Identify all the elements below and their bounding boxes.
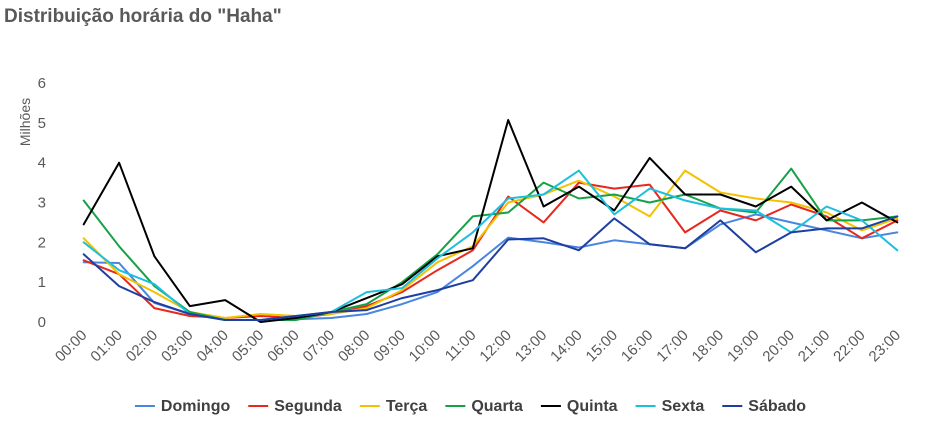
series-line-sábado <box>82 215 899 321</box>
x-tick-label: 20:00 <box>759 327 798 366</box>
series-lines <box>82 119 899 323</box>
legend-label: Quarta <box>471 398 523 415</box>
legend-label: Sábado <box>748 398 806 415</box>
x-tick-label: 13:00 <box>512 327 551 366</box>
x-tick-label: 12:00 <box>476 327 515 366</box>
y-tick-label: 1 <box>38 274 46 291</box>
legend-label: Sexta <box>662 398 705 415</box>
legend-item-quinta: Quinta <box>540 398 618 415</box>
x-tick-label: 23:00 <box>866 327 905 366</box>
chart-title: Distribuição horária do "Haha" <box>4 6 282 27</box>
y-tick-label: 0 <box>38 314 46 331</box>
legend-label: Segunda <box>274 398 342 415</box>
series-line-sexta <box>82 169 899 321</box>
y-tick-label: 5 <box>38 115 46 132</box>
legend-label: Domingo <box>161 398 231 415</box>
x-axis-ticks: 00:0001:0002:0003:0004:0005:0006:0007:00… <box>52 327 904 366</box>
y-tick-label: 2 <box>38 234 46 251</box>
x-tick-label: 01:00 <box>87 327 126 366</box>
x-tick-label: 05:00 <box>229 327 268 366</box>
series-line-quarta <box>82 167 899 321</box>
x-tick-label: 03:00 <box>158 327 197 366</box>
x-tick-label: 02:00 <box>123 327 162 366</box>
x-tick-label: 11:00 <box>442 327 480 365</box>
x-tick-label: 04:00 <box>193 327 232 366</box>
x-tick-label: 09:00 <box>370 327 409 366</box>
y-axis-title: Milhões <box>17 98 33 146</box>
legend: Domingo Segunda Terça Quarta Quinta Sexta Sába… <box>134 398 806 415</box>
legend-item-terça: Terça <box>359 398 428 415</box>
y-tick-label: 4 <box>38 155 46 172</box>
x-tick-label: 06:00 <box>264 327 303 366</box>
series-line-terça <box>82 169 899 319</box>
legend-item-sexta: Sexta <box>635 398 705 415</box>
legend-item-quarta: Quarta <box>445 398 523 415</box>
x-tick-label: 00:00 <box>52 327 91 366</box>
x-tick-label: 22:00 <box>830 327 869 366</box>
series-line-quinta <box>82 119 899 323</box>
x-tick-label: 14:00 <box>547 327 586 366</box>
x-tick-label: 21:00 <box>795 327 834 366</box>
y-axis-ticks: 0 1 2 3 4 5 6 <box>38 75 46 331</box>
y-tick-label: 6 <box>38 75 46 92</box>
series-line-segunda <box>82 181 899 319</box>
x-tick-label: 18:00 <box>689 327 728 366</box>
legend-item-sábado: Sábado <box>722 398 806 415</box>
legend-label: Quinta <box>567 398 618 415</box>
x-tick-label: 17:00 <box>653 327 692 366</box>
x-tick-label: 16:00 <box>618 327 657 366</box>
legend-label: Terça <box>386 398 428 415</box>
x-tick-label: 10:00 <box>406 327 445 366</box>
legend-item-segunda: Segunda <box>248 398 342 415</box>
y-tick-label: 3 <box>38 195 46 212</box>
x-tick-label: 07:00 <box>300 327 339 366</box>
x-tick-label: 08:00 <box>335 327 374 366</box>
legend-item-domingo: Domingo <box>134 398 231 415</box>
x-tick-label: 19:00 <box>724 327 763 366</box>
x-tick-label: 15:00 <box>583 327 622 366</box>
